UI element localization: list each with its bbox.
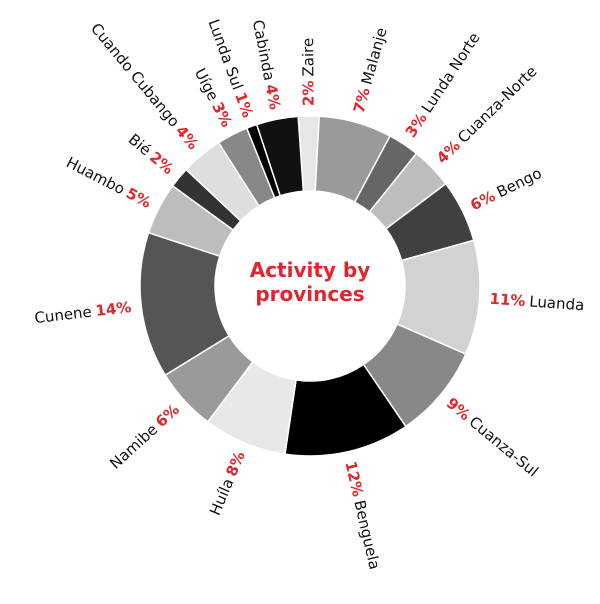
category-label: Bengo bbox=[494, 164, 545, 201]
value-label: 14% bbox=[94, 297, 132, 319]
value-label: 6% bbox=[152, 400, 183, 430]
category-label: Lunda Norte bbox=[417, 29, 483, 116]
segment-label: 7%Malanje bbox=[349, 25, 390, 114]
value-label: 6% bbox=[467, 187, 498, 214]
value-label: 9% bbox=[443, 394, 474, 424]
value-label: 2% bbox=[299, 80, 317, 106]
value-label: 4% bbox=[262, 83, 285, 111]
value-label: 2% bbox=[146, 148, 177, 178]
segment-label: Cabinda4% bbox=[249, 18, 284, 111]
segment-label: 9%Cuanza-Sul bbox=[443, 394, 542, 481]
category-label: Huíla bbox=[205, 476, 236, 518]
value-label: 1% bbox=[232, 90, 258, 120]
category-label: Cunene bbox=[33, 302, 92, 327]
value-label: 3% bbox=[209, 99, 237, 130]
value-label: 11% bbox=[489, 289, 526, 309]
segment-label: Cuando Cubango4% bbox=[87, 19, 202, 153]
segment-label: 11% Luanda bbox=[489, 289, 585, 314]
category-label: Cuando Cubango bbox=[87, 19, 183, 130]
value-label: 4% bbox=[433, 136, 464, 167]
category-label: Benguela bbox=[351, 498, 384, 571]
category-label: Namibe bbox=[106, 420, 161, 472]
chart-title: Activity by provinces bbox=[249, 258, 371, 306]
segment-label: Cunene 14% bbox=[33, 297, 132, 326]
segment-label: 6%Bengo bbox=[467, 164, 544, 214]
category-label: Cuanza-Sul bbox=[466, 412, 542, 480]
category-label: Cabinda bbox=[249, 18, 279, 82]
segment-label: Namibe6% bbox=[106, 400, 183, 472]
category-label: Cuanza-Norte bbox=[454, 62, 540, 146]
category-label: Luanda bbox=[529, 292, 585, 314]
category-label: Zaire bbox=[299, 38, 317, 77]
value-label: 4% bbox=[172, 122, 202, 153]
value-label: 5% bbox=[123, 184, 154, 212]
segment-label: Huíla8% bbox=[205, 448, 248, 517]
category-label: Uíge bbox=[191, 65, 222, 103]
category-label: Huambo bbox=[63, 153, 128, 198]
segment-label: Huambo5% bbox=[63, 153, 154, 211]
value-label: 8% bbox=[222, 448, 248, 478]
segment-label: 12%Benguela bbox=[342, 459, 384, 571]
donut-segment bbox=[255, 115, 305, 197]
value-label: 12% bbox=[342, 459, 368, 498]
segment-label: 2% Zaire bbox=[299, 38, 318, 106]
segment-label: Bié2% bbox=[125, 130, 177, 178]
category-label: Malanje bbox=[357, 25, 390, 86]
category-label: Bié bbox=[125, 130, 155, 159]
value-label: 7% bbox=[349, 86, 373, 115]
value-label: 3% bbox=[401, 109, 430, 140]
